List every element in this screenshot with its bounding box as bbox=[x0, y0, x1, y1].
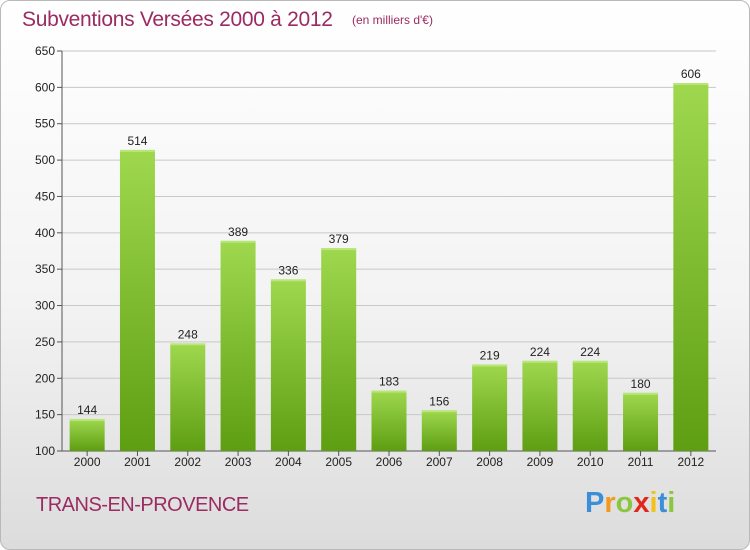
label-layer: 144 2000 514 2001 248 2002 389 2003 336 2004 379 20… bbox=[74, 67, 705, 469]
data-label: 514 bbox=[127, 134, 147, 148]
data-label: 336 bbox=[278, 263, 298, 277]
bar-highlight bbox=[421, 410, 457, 413]
bar-2010 bbox=[572, 360, 608, 451]
bar-layer bbox=[69, 83, 709, 451]
bar-2008 bbox=[472, 364, 508, 451]
x-tick-label: 2007 bbox=[426, 455, 453, 469]
logo-letter: r bbox=[604, 487, 616, 519]
bar-2005 bbox=[321, 248, 357, 451]
y-tick-label: 600 bbox=[35, 80, 55, 94]
x-tick-label: 2001 bbox=[124, 455, 151, 469]
bar-highlight bbox=[472, 364, 508, 367]
bar-highlight bbox=[220, 240, 256, 243]
y-tick-label: 550 bbox=[35, 117, 55, 131]
bar-2003 bbox=[220, 240, 256, 451]
bar-2004 bbox=[270, 279, 306, 451]
x-tick-label: 2000 bbox=[74, 455, 101, 469]
logo-letter: i bbox=[649, 487, 658, 519]
logo-letter: P bbox=[585, 487, 605, 519]
y-tick-label: 100 bbox=[35, 444, 55, 458]
x-tick-label: 2012 bbox=[677, 455, 704, 469]
y-tick-label: 250 bbox=[35, 335, 55, 349]
data-label: 389 bbox=[228, 225, 248, 239]
logo-letter: i bbox=[667, 487, 676, 519]
y-tick-label: 200 bbox=[35, 371, 55, 385]
bar-2002 bbox=[170, 343, 206, 451]
x-tick-label: 2010 bbox=[577, 455, 604, 469]
x-tick-label: 2009 bbox=[527, 455, 554, 469]
data-label: 183 bbox=[379, 375, 399, 389]
bar-highlight bbox=[270, 279, 306, 282]
y-tick-label: 500 bbox=[35, 153, 55, 167]
x-tick-label: 2006 bbox=[376, 455, 403, 469]
data-label: 180 bbox=[631, 377, 651, 391]
logo-letter: t bbox=[657, 487, 668, 519]
x-tick-label: 2002 bbox=[174, 455, 201, 469]
proxiti-logo: Proxiti bbox=[585, 487, 675, 520]
axis-layer: 100 150 200 250 300 350 400 450 500 550 600 650 bbox=[35, 44, 716, 458]
bar-highlight bbox=[119, 149, 155, 152]
data-label: 156 bbox=[429, 394, 449, 408]
bar-2009 bbox=[522, 360, 558, 451]
y-tick-label: 300 bbox=[35, 299, 55, 313]
bar-highlight bbox=[623, 392, 659, 395]
bar-2007 bbox=[421, 410, 457, 451]
bar-2001 bbox=[119, 149, 155, 451]
logo-letter: o bbox=[615, 487, 634, 519]
chart-title: Subventions Versées 2000 à 2012 bbox=[22, 8, 333, 31]
bar-highlight bbox=[673, 83, 709, 85]
y-tick-label: 150 bbox=[35, 408, 55, 422]
data-label: 606 bbox=[681, 67, 701, 81]
x-tick-label: 2008 bbox=[476, 455, 503, 469]
bar-highlight bbox=[69, 419, 105, 421]
y-tick-label: 450 bbox=[35, 189, 55, 203]
x-tick-label: 2011 bbox=[628, 455, 654, 469]
data-label: 144 bbox=[77, 403, 97, 417]
x-tick-label: 2004 bbox=[275, 455, 302, 469]
data-label: 219 bbox=[480, 348, 500, 362]
data-label: 379 bbox=[329, 232, 349, 246]
bar-highlight bbox=[572, 360, 608, 363]
commune-name: TRANS-EN-PROVENCE bbox=[36, 494, 249, 516]
data-label: 224 bbox=[580, 345, 600, 359]
bar-2006 bbox=[371, 390, 407, 451]
bar-2000 bbox=[69, 419, 105, 451]
logo-letter: x bbox=[633, 487, 650, 519]
y-tick-label: 650 bbox=[35, 44, 55, 58]
y-tick-label: 350 bbox=[35, 262, 55, 276]
bar-highlight bbox=[321, 248, 357, 251]
chart-unit: (en milliers d'€) bbox=[352, 13, 433, 27]
x-tick-label: 2005 bbox=[325, 455, 352, 469]
y-tick-label: 400 bbox=[35, 226, 55, 240]
bar-highlight bbox=[170, 343, 206, 346]
bar-highlight bbox=[371, 390, 407, 393]
x-tick-label: 2003 bbox=[225, 455, 252, 469]
data-label: 248 bbox=[178, 327, 198, 341]
bar-highlight bbox=[522, 360, 558, 363]
grid-layer bbox=[62, 50, 716, 452]
bar-2011 bbox=[623, 392, 659, 451]
bar-2012 bbox=[673, 83, 709, 451]
data-label: 224 bbox=[530, 345, 550, 359]
